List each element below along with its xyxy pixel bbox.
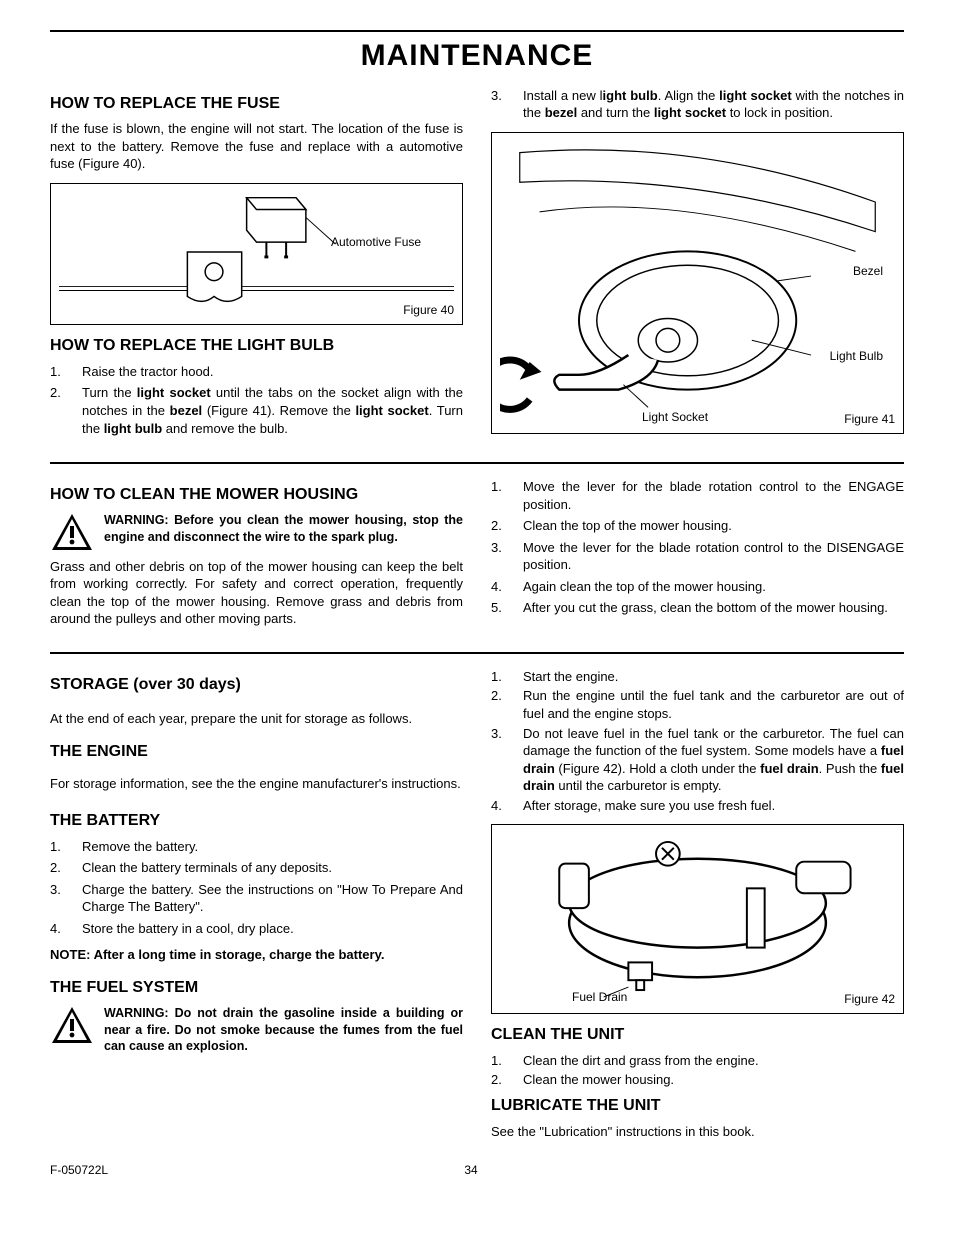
- mower-steps: Move the lever for the blade rotation co…: [491, 478, 904, 617]
- figure-41-label-bulb: Light Bulb: [830, 348, 883, 364]
- bulb-step-2: Turn the light socket until the tabs on …: [50, 384, 463, 437]
- warning-fuel-text: WARNING: Do not drain the gasoline insid…: [104, 1005, 463, 1056]
- heading-lube: LUBRICATE THE UNIT: [491, 1095, 904, 1117]
- figure-40-drawing: [59, 192, 454, 312]
- fuel-step-1: Start the engine.: [491, 668, 904, 686]
- figure-41-caption: Figure 41: [844, 411, 895, 427]
- heading-battery: THE BATTERY: [50, 810, 463, 832]
- body-fuse: If the fuse is blown, the engine will no…: [50, 120, 463, 173]
- heading-storage: STORAGE (over 30 days): [50, 674, 463, 696]
- mower-step-4: Again clean the top of the mower housing…: [491, 578, 904, 596]
- top-rule: [50, 30, 904, 32]
- heading-bulb: HOW TO REPLACE THE LIGHT BULB: [50, 335, 463, 357]
- footer-doc-id: F-050722L: [50, 1162, 108, 1178]
- figure-40-label: Automotive Fuse: [331, 234, 421, 250]
- heading-mower: HOW TO CLEAN THE MOWER HOUSING: [50, 484, 463, 506]
- figure-42-drawing: [500, 833, 895, 998]
- warning-icon: [50, 1005, 94, 1045]
- battery-step-3: Charge the battery. See the instructions…: [50, 881, 463, 916]
- bulb-steps-right: Install a new light bulb. Align the ligh…: [491, 87, 904, 122]
- warning-mower: WARNING: Before you clean the mower hous…: [50, 512, 463, 552]
- battery-step-1: Remove the battery.: [50, 838, 463, 856]
- battery-note: NOTE: After a long time in storage, char…: [50, 946, 463, 964]
- figure-42-label: Fuel Drain: [572, 989, 627, 1005]
- footer-page-number: 34: [464, 1162, 477, 1178]
- heading-fuse: HOW TO REPLACE THE FUSE: [50, 93, 463, 115]
- body-engine: For storage information, see the the eng…: [50, 775, 463, 793]
- mower-step-5: After you cut the grass, clean the botto…: [491, 599, 904, 617]
- mower-step-3: Move the lever for the blade rotation co…: [491, 539, 904, 574]
- fuel-step-4: After storage, make sure you use fresh f…: [491, 797, 904, 815]
- clean-step-1: Clean the dirt and grass from the engine…: [491, 1052, 904, 1070]
- battery-step-2: Clean the battery terminals of any depos…: [50, 859, 463, 877]
- mower-step-2: Clean the top of the mower housing.: [491, 517, 904, 535]
- fuel-step-2: Run the engine until the fuel tank and t…: [491, 687, 904, 722]
- separator-2: [50, 652, 904, 654]
- heading-clean: CLEAN THE UNIT: [491, 1024, 904, 1046]
- figure-41-label-bezel: Bezel: [853, 263, 883, 279]
- mower-step-1: Move the lever for the blade rotation co…: [491, 478, 904, 513]
- body-lube: See the "Lubrication" instructions in th…: [491, 1123, 904, 1141]
- heading-fuel: THE FUEL SYSTEM: [50, 977, 463, 999]
- fuel-steps: Start the engine. Run the engine until t…: [491, 668, 904, 814]
- warning-mower-text: WARNING: Before you clean the mower hous…: [104, 512, 463, 546]
- battery-step-4: Store the battery in a cool, dry place.: [50, 920, 463, 938]
- page-title: MAINTENANCE: [50, 36, 904, 77]
- fuel-step-3: Do not leave fuel in the fuel tank or th…: [491, 725, 904, 795]
- warning-icon: [50, 512, 94, 552]
- bulb-steps-left: Raise the tractor hood. Turn the light s…: [50, 363, 463, 437]
- heading-engine: THE ENGINE: [50, 741, 463, 763]
- figure-41-drawing: [500, 141, 895, 421]
- section-storage: STORAGE (over 30 days) At the end of eac…: [50, 664, 904, 1146]
- clean-steps: Clean the dirt and grass from the engine…: [491, 1052, 904, 1089]
- figure-40: Automotive Fuse Figure 40: [50, 183, 463, 326]
- figure-41-label-socket: Light Socket: [642, 409, 708, 425]
- separator-1: [50, 462, 904, 464]
- battery-steps: Remove the battery. Clean the battery te…: [50, 838, 463, 938]
- figure-42: Fuel Drain Figure 42: [491, 824, 904, 1014]
- page-footer: F-050722L 34: [50, 1162, 904, 1178]
- figure-42-caption: Figure 42: [844, 991, 895, 1007]
- clean-step-2: Clean the mower housing.: [491, 1071, 904, 1089]
- figure-41: Bezel Light Bulb Light Socket Figure 41: [491, 132, 904, 435]
- figure-40-caption: Figure 40: [403, 302, 454, 318]
- warning-fuel: WARNING: Do not drain the gasoline insid…: [50, 1005, 463, 1056]
- bulb-step-3: Install a new light bulb. Align the ligh…: [491, 87, 904, 122]
- section-fuse-bulb: HOW TO REPLACE THE FUSE If the fuse is b…: [50, 83, 904, 445]
- section-mower: HOW TO CLEAN THE MOWER HOUSING WARNING: …: [50, 474, 904, 634]
- body-storage: At the end of each year, prepare the uni…: [50, 710, 463, 728]
- body-mower: Grass and other debris on top of the mow…: [50, 558, 463, 628]
- bulb-step-1: Raise the tractor hood.: [50, 363, 463, 381]
